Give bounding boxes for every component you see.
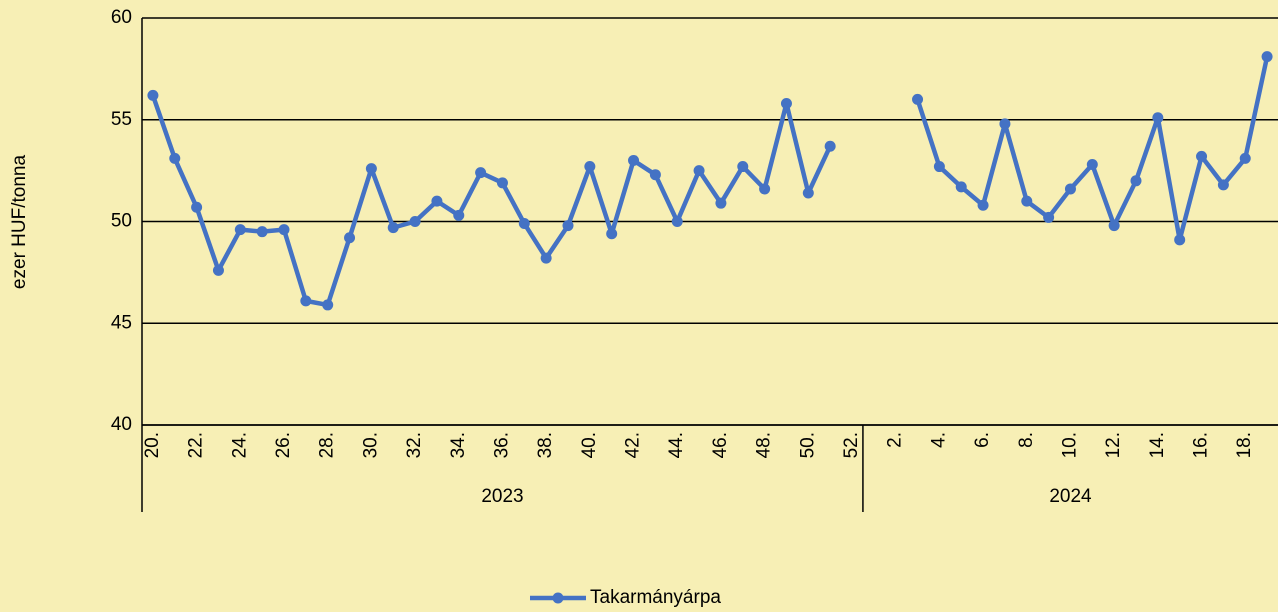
data-point <box>278 224 290 236</box>
data-point <box>737 161 749 173</box>
data-point <box>912 93 924 105</box>
data-point <box>1174 234 1186 246</box>
x-tick-label: 44. <box>666 432 687 458</box>
x-tick-label: 8. <box>1016 432 1037 448</box>
data-point <box>977 199 989 211</box>
x-tick-label: 28. <box>317 432 338 458</box>
legend-marker <box>552 592 564 604</box>
data-point <box>1152 112 1164 124</box>
data-point <box>322 299 334 311</box>
series-line <box>150 56 1270 308</box>
data-point <box>606 228 618 240</box>
x-tick-label: 26. <box>273 432 294 458</box>
data-point <box>1261 51 1273 63</box>
y-tick-label: 60 <box>111 7 132 28</box>
data-point <box>169 152 181 164</box>
data-point <box>584 161 596 173</box>
data-point <box>409 216 421 227</box>
data-point <box>147 89 159 101</box>
x-tick-label: 38. <box>535 432 556 458</box>
data-point <box>387 222 399 234</box>
x-tick-label: 48. <box>754 432 775 458</box>
data-point <box>628 154 640 166</box>
data-point <box>955 181 967 193</box>
data-point <box>715 197 727 209</box>
x-tick-label: 50. <box>797 432 818 458</box>
y-tick-label: 40 <box>111 414 132 435</box>
data-point <box>234 224 246 236</box>
x-tick-label: 40. <box>579 432 600 458</box>
data-point <box>344 232 356 244</box>
x-tick-label: 20. <box>142 432 163 458</box>
data-point <box>671 216 683 227</box>
x-tick-label: 34. <box>448 432 469 458</box>
data-point <box>759 183 771 195</box>
x-tick-label: 16. <box>1191 432 1212 458</box>
data-point <box>1021 195 1033 207</box>
data-point <box>475 167 487 179</box>
data-point <box>191 201 203 213</box>
data-point <box>693 165 705 177</box>
data-point <box>1196 150 1208 162</box>
x-tick-label: 52. <box>841 432 862 458</box>
group-label: 2024 <box>1049 486 1092 507</box>
data-point <box>649 169 661 181</box>
y-tick-label: 50 <box>111 211 132 232</box>
y-axis-label: ezer HUF/tonna <box>9 155 30 290</box>
y-tick-label: 45 <box>111 312 132 333</box>
data-point <box>431 195 443 207</box>
data-point <box>1064 183 1076 195</box>
x-tick-label: 14. <box>1147 432 1168 458</box>
data-point <box>540 252 552 264</box>
x-tick-label: 30. <box>360 432 381 458</box>
data-point <box>999 118 1011 130</box>
data-point <box>256 226 268 238</box>
x-tick-label: 32. <box>404 432 425 458</box>
data-point <box>802 187 814 199</box>
x-tick-label: 42. <box>623 432 644 458</box>
x-tick-label: 2. <box>885 432 906 448</box>
x-tick-label: 18. <box>1234 432 1255 458</box>
group-label: 2023 <box>481 486 523 507</box>
x-tick-label: 10. <box>1059 432 1080 458</box>
data-point <box>780 97 792 109</box>
x-tick-label: 12. <box>1103 432 1124 458</box>
data-point <box>824 140 836 152</box>
y-tick-label: 55 <box>111 109 132 130</box>
x-tick-label: 22. <box>186 432 207 458</box>
data-point <box>1086 159 1098 171</box>
data-point <box>212 264 224 276</box>
x-tick-label: 24. <box>229 432 250 458</box>
x-tick-label: 6. <box>972 432 993 448</box>
data-point <box>1239 152 1251 164</box>
data-point <box>365 163 377 175</box>
legend-label: Takarmányárpa <box>590 587 721 608</box>
data-point <box>496 177 508 189</box>
data-point <box>1130 175 1142 187</box>
x-tick-label: 36. <box>491 432 512 458</box>
data-point <box>300 295 312 307</box>
data-point <box>933 161 945 173</box>
data-point <box>562 220 574 232</box>
x-tick-label: 46. <box>710 432 731 458</box>
data-point <box>1108 220 1120 232</box>
data-point <box>518 218 530 230</box>
x-tick-label: 4. <box>928 432 949 448</box>
data-point <box>1043 211 1055 223</box>
data-point <box>1217 179 1229 191</box>
data-point <box>453 209 465 221</box>
